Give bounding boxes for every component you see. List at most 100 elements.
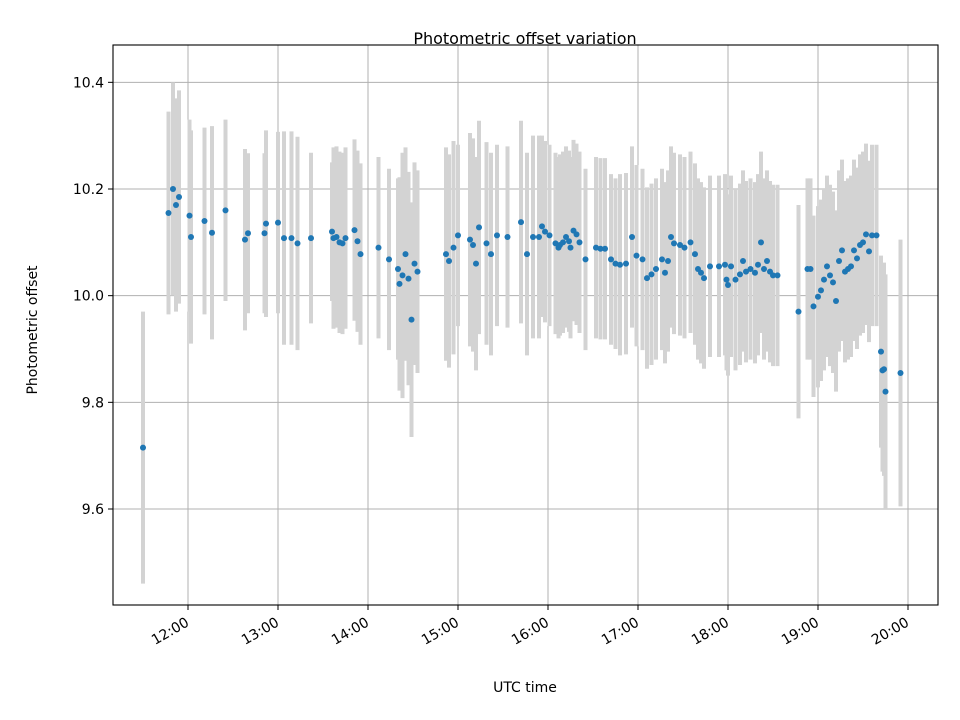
data-point [170, 186, 176, 192]
x-tick-label: 17:00 [599, 615, 642, 649]
data-point [405, 275, 412, 282]
data-point [659, 256, 665, 263]
data-point [573, 231, 580, 238]
data-point [743, 268, 749, 275]
data-point [483, 240, 490, 247]
data-point [342, 235, 349, 242]
y-tick-label: 10.4 [73, 75, 104, 91]
data-point [176, 194, 182, 200]
data-point [668, 234, 674, 240]
data-points [140, 186, 904, 451]
data-point [563, 234, 569, 240]
data-point [824, 263, 830, 270]
plot-frame [112, 44, 939, 606]
data-point [539, 223, 545, 230]
data-point [881, 366, 887, 373]
data-point [402, 251, 409, 258]
data-point [263, 220, 269, 227]
data-point [524, 251, 530, 258]
data-point [629, 234, 635, 240]
data-point [386, 256, 392, 263]
data-point [639, 256, 646, 263]
data-point [725, 282, 731, 288]
data-point [294, 240, 301, 247]
data-point [399, 272, 406, 279]
data-point [866, 248, 872, 255]
data-point [761, 266, 767, 272]
data-point [222, 207, 229, 214]
data-point [758, 239, 764, 246]
data-point [728, 263, 734, 270]
data-point [275, 219, 281, 226]
data-point [281, 235, 287, 242]
data-point [455, 232, 461, 239]
data-point [209, 229, 215, 236]
data-point [576, 239, 583, 246]
data-point [873, 232, 880, 239]
data-point [560, 239, 566, 246]
data-point [333, 234, 340, 240]
data-point [795, 308, 802, 315]
data-point [242, 236, 248, 243]
data-point [648, 271, 655, 278]
data-point [395, 266, 401, 272]
data-point [860, 239, 866, 246]
data-point [470, 242, 476, 248]
data-point [707, 263, 713, 270]
data-point [774, 272, 781, 279]
data-point [530, 234, 536, 240]
data-point [288, 235, 295, 242]
data-point [165, 210, 172, 216]
data-point [329, 228, 335, 235]
data-point [687, 239, 694, 246]
data-point [488, 251, 494, 258]
data-point [467, 236, 473, 243]
data-point [818, 287, 824, 294]
y-tick-label: 9.6 [82, 502, 104, 518]
data-point [830, 279, 836, 286]
data-point [764, 258, 770, 264]
data-point [201, 218, 208, 224]
data-point [339, 240, 346, 247]
y-tick-label: 10.2 [73, 182, 104, 198]
data-point [863, 231, 869, 238]
data-point [836, 258, 842, 264]
data-point [593, 244, 599, 251]
data-point [450, 244, 457, 251]
data-point [701, 275, 707, 282]
data-point [623, 260, 629, 267]
data-point [737, 271, 743, 278]
data-point [476, 224, 482, 231]
data-point [446, 258, 452, 264]
data-point [542, 228, 548, 235]
data-point [566, 238, 572, 245]
data-point [354, 238, 361, 245]
data-point [567, 244, 574, 251]
data-point [261, 230, 268, 237]
data-point [612, 260, 619, 267]
data-point [140, 444, 146, 451]
y-tick-label: 10.0 [73, 289, 104, 305]
data-point [854, 255, 860, 262]
data-point [602, 245, 608, 252]
x-tick-label: 12:00 [149, 615, 192, 649]
data-point [851, 247, 857, 254]
data-point [815, 293, 821, 300]
data-point [653, 266, 659, 272]
data-point [821, 276, 827, 283]
data-point [617, 261, 623, 268]
chart-title: Photometric offset variation [413, 29, 636, 48]
y-tick-label: 9.8 [82, 395, 104, 411]
data-point [827, 272, 833, 279]
data-point [608, 256, 614, 263]
data-point [755, 261, 761, 268]
error-bars [141, 82, 903, 584]
data-point [869, 232, 875, 239]
data-point [396, 280, 403, 287]
data-point [665, 258, 671, 264]
data-point [681, 244, 688, 251]
data-point [188, 234, 194, 240]
x-tick-label: 20:00 [869, 615, 912, 649]
data-point [173, 202, 179, 208]
